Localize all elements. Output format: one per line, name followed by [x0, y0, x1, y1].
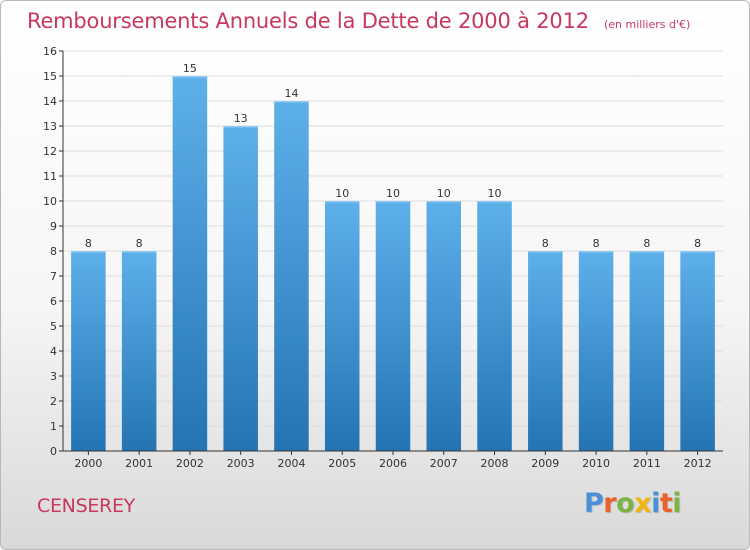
x-tick-label: 2011	[633, 457, 661, 470]
chart-title: Remboursements Annuels de la Dette de 20…	[27, 9, 589, 33]
bar	[426, 201, 462, 451]
bar	[477, 201, 512, 451]
bar	[578, 251, 614, 451]
y-tick-label: 8	[50, 245, 57, 258]
y-tick-label: 1	[50, 420, 57, 433]
bar-highlight	[426, 201, 462, 203]
data-label: 8	[643, 237, 650, 250]
bar	[274, 101, 309, 451]
x-tick-label: 2007	[430, 457, 458, 470]
bar	[121, 251, 157, 451]
bar	[223, 126, 258, 451]
bar-highlight	[578, 251, 614, 253]
x-tick-label: 2004	[277, 457, 305, 470]
data-label: 15	[183, 62, 197, 75]
logo-letter: x	[634, 488, 652, 519]
data-label: 13	[234, 112, 248, 125]
x-tick-label: 2002	[176, 457, 204, 470]
y-tick-label: 15	[43, 70, 57, 83]
x-tick-label: 2009	[531, 457, 559, 470]
bar	[324, 201, 360, 451]
x-tick-label: 2006	[379, 457, 407, 470]
bar-highlight	[223, 126, 258, 128]
y-tick-label: 0	[50, 445, 57, 458]
bar-highlight	[680, 251, 715, 253]
logo-letter: i	[672, 488, 682, 519]
axes	[59, 50, 723, 455]
bar-highlight	[629, 251, 665, 253]
x-tick-label: 2010	[582, 457, 610, 470]
x-tick-label: 2003	[227, 457, 255, 470]
data-label: 8	[542, 237, 549, 250]
bar	[528, 251, 563, 451]
data-label: 8	[694, 237, 701, 250]
logo-letter: i	[651, 488, 660, 519]
y-tick-label: 14	[43, 95, 57, 108]
y-tick-label: 5	[50, 320, 57, 333]
logo-letter: r	[603, 488, 617, 519]
bar	[629, 251, 665, 451]
bar-highlight	[477, 201, 512, 203]
bar-highlight	[528, 251, 563, 253]
unit-note: (en milliers d'€)	[604, 18, 691, 31]
proxiti-logo: Proxiti	[584, 488, 682, 519]
y-tick-label: 4	[50, 345, 57, 358]
labels: 0123456789101112131415168200082001152002…	[43, 45, 712, 470]
bar-highlight	[172, 76, 208, 78]
logo-letter: t	[659, 488, 673, 519]
x-tick-label: 2008	[481, 457, 509, 470]
bar-highlight	[274, 101, 309, 103]
data-label: 14	[284, 87, 298, 100]
bar-highlight	[121, 251, 157, 253]
x-tick-label: 2005	[328, 457, 356, 470]
data-label: 8	[593, 237, 600, 250]
data-label: 8	[136, 237, 143, 250]
place-name: CENSEREY	[37, 495, 135, 517]
y-tick-label: 16	[43, 45, 57, 58]
x-tick-label: 2000	[74, 457, 102, 470]
data-label: 8	[85, 237, 92, 250]
y-tick-label: 2	[50, 395, 57, 408]
bar	[375, 201, 411, 451]
bar	[172, 76, 208, 451]
logo-letter: o	[616, 488, 635, 519]
y-tick-label: 6	[50, 295, 57, 308]
x-tick-label: 2012	[684, 457, 712, 470]
y-tick-label: 11	[43, 170, 57, 183]
logo-letter: P	[584, 488, 604, 519]
y-tick-label: 9	[50, 220, 57, 233]
bars	[71, 76, 715, 451]
bar-highlight	[324, 201, 360, 203]
bar-highlight	[375, 201, 411, 203]
y-tick-label: 7	[50, 270, 57, 283]
data-label: 10	[488, 187, 502, 200]
data-label: 10	[386, 187, 400, 200]
x-tick-label: 2001	[125, 457, 153, 470]
data-label: 10	[437, 187, 451, 200]
bar	[71, 251, 106, 451]
y-tick-label: 13	[43, 120, 57, 133]
bar	[680, 251, 715, 451]
chart-title-row: Remboursements Annuels de la Dette de 20…	[27, 9, 690, 33]
data-label: 10	[335, 187, 349, 200]
bar-highlight	[71, 251, 106, 253]
y-tick-label: 3	[50, 370, 57, 383]
y-tick-label: 10	[43, 195, 57, 208]
y-tick-label: 12	[43, 145, 57, 158]
